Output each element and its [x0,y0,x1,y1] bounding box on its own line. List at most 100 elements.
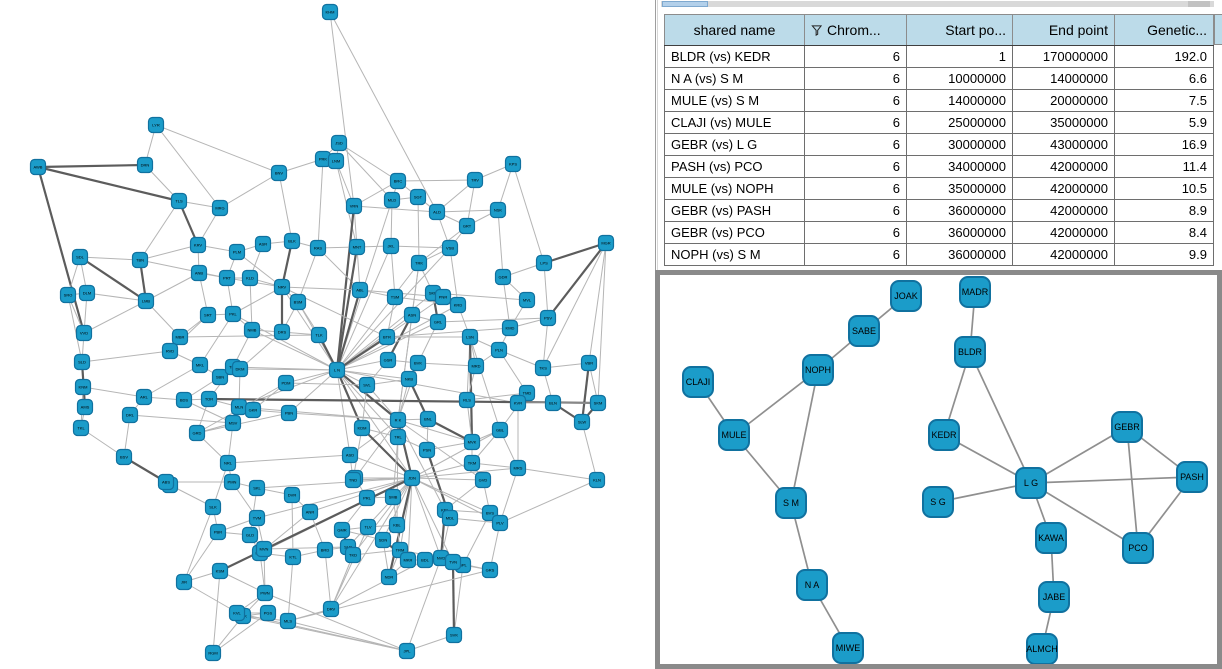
graph-node-shape[interactable] [241,526,259,544]
graph-edge[interactable] [336,369,413,479]
graph-edge[interactable] [390,245,451,249]
graph-node-shape[interactable] [518,291,536,309]
graph-node-shape[interactable] [796,569,828,601]
graph-node-shape[interactable] [358,489,376,507]
graph-node-shape[interactable] [445,626,463,644]
table-row[interactable]: NOPH (vs) S M 6 36000000 42000000 9.9 [664,243,1214,266]
graph-node[interactable]: SLD [73,353,91,371]
table-cell[interactable]: 6 [804,177,907,200]
graph-edge[interactable] [336,321,439,371]
table-row[interactable]: MULE (vs) S M 6 14000000 20000000 7.5 [664,89,1214,112]
graph-node-shape[interactable] [491,514,509,532]
graph-node[interactable]: MVL [518,291,536,309]
graph-node[interactable]: MGR [597,234,615,252]
graph-node-shape[interactable] [175,391,193,409]
graph-node-shape[interactable] [218,269,236,287]
graph-edge[interactable] [330,559,426,610]
graph-node[interactable]: KHM [321,3,339,21]
graph-edge[interactable] [183,531,219,583]
graph-edge[interactable] [145,272,200,302]
graph-node-shape[interactable] [273,278,291,296]
graph-edge[interactable] [335,369,364,429]
graph-edge[interactable] [382,477,413,541]
graph-edge[interactable] [251,329,338,371]
filter-funnel-icon[interactable] [811,23,823,39]
graph-node-shape[interactable] [374,531,392,549]
graph-edge[interactable] [336,359,389,371]
graph-node-shape[interactable] [175,573,193,591]
graph-edge[interactable] [406,557,442,652]
graph-node[interactable]: GVD [474,471,492,489]
graph-node-shape[interactable] [228,604,246,622]
horizontal-scrollbar[interactable] [661,1,1214,7]
graph-node-shape[interactable] [378,328,396,346]
graph-edge[interactable] [37,165,180,203]
graph-node-shape[interactable] [29,158,47,176]
graph-node[interactable]: SRO [59,286,77,304]
graph-node-shape[interactable] [399,551,417,569]
graph-edge[interactable] [542,317,549,369]
graph-node-shape[interactable] [273,323,291,341]
graph-node-shape[interactable] [59,286,77,304]
graph-edge[interactable] [361,427,413,479]
graph-edge[interactable] [155,124,221,209]
graph-node-shape[interactable] [344,471,362,489]
table-cell[interactable]: 20000000 [1012,89,1115,112]
graph-edge[interactable] [81,350,171,363]
graph-edge[interactable] [411,477,484,481]
graph-node-shape[interactable] [1015,467,1047,499]
graph-edge[interactable] [338,142,393,201]
graph-node-shape[interactable] [224,414,242,432]
graph-node[interactable]: KRD [449,296,467,314]
graph-node[interactable]: PCO [1122,532,1154,564]
graph-node[interactable]: AWB [29,158,47,176]
graph-node[interactable]: MDL [441,509,459,527]
graph-node[interactable]: ABL [351,281,369,299]
graph-node[interactable]: MRG [211,199,229,217]
graph-node-shape[interactable] [489,201,507,219]
graph-edge[interactable] [329,11,355,207]
graph-node[interactable]: TKM [463,454,481,472]
graph-edge[interactable] [349,454,413,479]
table-cell[interactable]: 1 [906,45,1013,68]
graph-node[interactable]: JABE [1038,581,1070,613]
graph-node-shape[interactable] [388,516,406,534]
table-row[interactable]: MULE (vs) NOPH 6 35000000 42000000 10.5 [664,177,1214,200]
graph-node[interactable]: KRV [189,236,207,254]
graph-node[interactable]: NRL [219,454,237,472]
graph-node-shape[interactable] [494,268,512,286]
main-network-canvas[interactable]: KHM LYR DRN AWB TLS MRG BNV PRK JSD LNM KPS TRV BRC M… [0,0,655,669]
graph-node-shape[interactable] [200,390,218,408]
table-cell[interactable]: 42000000 [1012,177,1115,200]
graph-node-shape[interactable] [115,448,133,466]
graph-node[interactable]: MVN [255,540,273,558]
graph-node-shape[interactable] [718,419,750,451]
graph-node-shape[interactable] [922,486,954,518]
table-cell[interactable]: 16.9 [1114,133,1214,156]
graph-node[interactable]: SVK [445,626,463,644]
graph-node[interactable]: PLV [491,514,509,532]
graph-node-shape[interactable] [322,600,340,618]
table-cell[interactable]: 5.9 [1114,111,1214,134]
table-cell[interactable]: MULE (vs) NOPH [664,177,805,200]
graph-node[interactable]: MKR [399,551,417,569]
graph-edge[interactable] [411,477,442,559]
graph-node[interactable]: L N [328,361,346,379]
graph-edge[interactable] [581,421,598,481]
graph-edge[interactable] [256,477,413,489]
graph-edge[interactable] [354,419,399,479]
graph-edge[interactable] [335,289,362,371]
table-cell[interactable]: 42000000 [1012,221,1115,244]
graph-node[interactable]: BRC [389,172,407,190]
graph-node[interactable]: DRS [273,323,291,341]
graph-node-shape[interactable] [211,199,229,217]
graph-edge[interactable] [411,477,454,563]
table-cell[interactable]: PASH (vs) PCO [664,155,805,178]
graph-node[interactable]: BLDR [954,336,986,368]
graph-node[interactable]: LSN [461,328,479,346]
graph-node[interactable]: DKM [231,360,249,378]
graph-node[interactable]: BDS [175,391,193,409]
graph-node[interactable]: AMS [76,398,94,416]
graph-node-shape[interactable] [310,326,328,344]
graph-node[interactable]: BSM [289,293,307,311]
